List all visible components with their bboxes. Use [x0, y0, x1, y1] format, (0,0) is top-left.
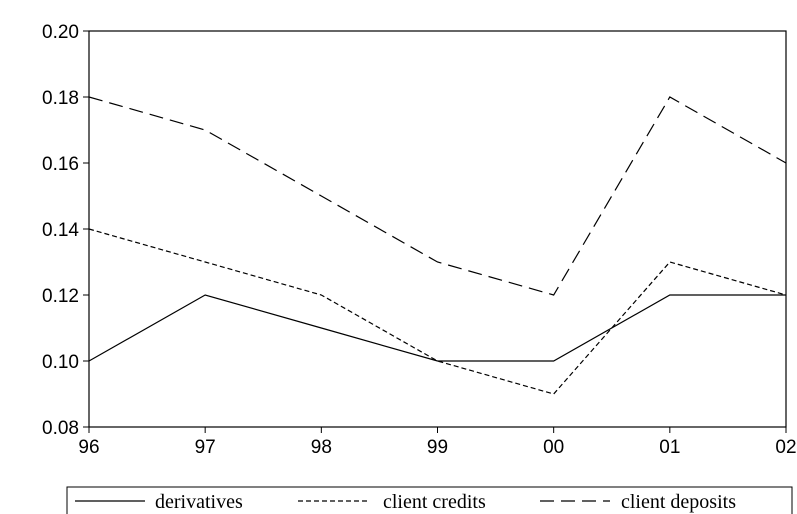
- x-tick-label: 00: [543, 437, 564, 458]
- x-tick-label: 99: [427, 437, 448, 458]
- x-tick-label: 02: [775, 437, 796, 458]
- y-tick-label: 0.14: [42, 220, 79, 241]
- x-tick-label: 97: [195, 437, 216, 458]
- y-tick-label: 0.08: [42, 418, 79, 439]
- x-tick-label: 98: [311, 437, 332, 458]
- legend-frame: [66, 486, 793, 514]
- y-axis: 0.08 0.10 0.12 0.14 0.16 0.18 0.20: [42, 22, 89, 439]
- plot-frame: [88, 30, 787, 428]
- legend-label-derivatives: derivatives: [155, 491, 243, 513]
- legend-label-client-credits: client credits: [383, 491, 486, 513]
- legend: derivatives client credits client deposits: [66, 486, 793, 514]
- series-line-derivatives: [88, 294, 786, 362]
- y-tick-label: 0.20: [42, 22, 79, 43]
- plot-area: 0.08 0.10 0.12 0.14 0.16 0.18 0.20 96 97 98 99 00 0…: [42, 22, 797, 458]
- series-line-client-deposits: [88, 96, 787, 296]
- y-tick-label: 0.12: [42, 286, 79, 307]
- series-line-client-credits: [88, 228, 787, 395]
- x-tick-label: 01: [659, 437, 680, 458]
- legend-label-client-deposits: client deposits: [621, 491, 736, 513]
- y-tick-label: 0.18: [42, 88, 79, 109]
- y-tick-label: 0.16: [42, 154, 79, 175]
- x-tick-label: 96: [78, 437, 99, 458]
- y-tick-label: 0.10: [42, 352, 79, 373]
- x-axis: 96 97 98 99 00 01 02: [78, 427, 797, 458]
- series-lines: [88, 96, 787, 395]
